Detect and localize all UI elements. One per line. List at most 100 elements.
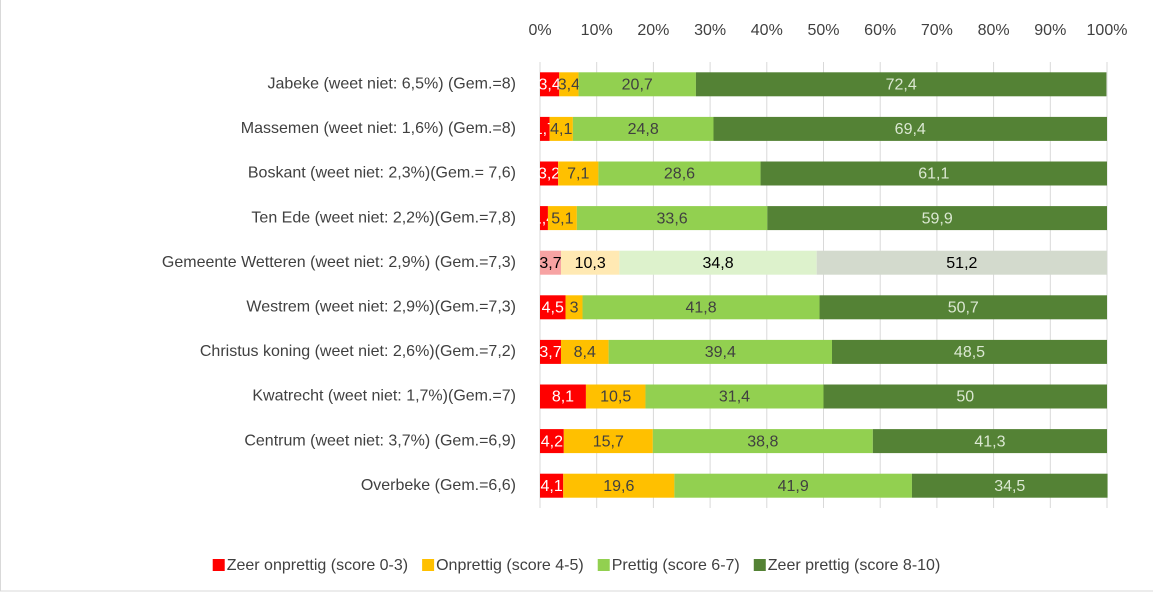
data-label: 33,6	[657, 210, 688, 227]
data-label: 5,1	[551, 210, 573, 227]
data-label: 4,1	[550, 121, 572, 138]
bar-segment	[540, 161, 559, 186]
bar-segment	[819, 295, 1107, 320]
bar-segment	[560, 250, 620, 275]
bar-segment	[540, 429, 564, 454]
x-tick-label: 80%	[978, 22, 1010, 39]
legend-swatch	[753, 559, 766, 571]
data-label: 61,1	[918, 166, 949, 183]
data-label: 10,3	[575, 255, 606, 272]
x-tick-label: 50%	[807, 22, 839, 39]
data-label: 38,8	[747, 433, 778, 450]
data-label: 3,4	[539, 77, 561, 94]
bar-segment	[585, 384, 646, 409]
bar-segment	[578, 72, 696, 97]
legend-label: Prettig (score 6-7)	[612, 557, 740, 574]
bar-segment	[598, 161, 761, 186]
data-label: 72,4	[886, 77, 917, 94]
bar-segment	[576, 206, 768, 231]
bar-segment	[645, 384, 824, 409]
bar-segment	[540, 384, 586, 409]
data-label: 4,1	[540, 478, 562, 495]
data-label: 3,2	[538, 166, 560, 183]
data-label: 41,8	[685, 300, 716, 317]
data-label: 7,1	[567, 166, 589, 183]
bar-segment	[549, 116, 573, 141]
data-label: 41,3	[974, 433, 1005, 450]
bar-segment	[695, 72, 1107, 97]
data-label: 28,6	[664, 166, 695, 183]
x-tick-label: 20%	[637, 22, 669, 39]
bar-segment	[674, 473, 912, 498]
legend-label: Zeer onprettig (score 0-3)	[227, 557, 408, 574]
bar-segment	[540, 116, 550, 141]
bar-segment	[713, 116, 1107, 141]
bar-segment	[832, 339, 1107, 364]
bar-segment	[760, 161, 1107, 186]
bar-segment	[816, 250, 1107, 275]
data-label: 10,5	[600, 389, 631, 406]
data-label: 48,5	[954, 344, 985, 361]
bar-segment	[563, 429, 653, 454]
data-label: 50,7	[948, 300, 979, 317]
category-label: Massemen (weet niet: 1,6%) (Gem.=8)	[241, 120, 516, 137]
x-tick-label: 100%	[1087, 22, 1128, 39]
legend-swatch	[597, 559, 610, 571]
bar-segment	[767, 206, 1107, 231]
data-label: 19,6	[603, 478, 634, 495]
data-label: 51,2	[946, 255, 977, 272]
data-label: 69,4	[895, 121, 926, 138]
data-label: 15,7	[593, 433, 624, 450]
bar-segment	[540, 473, 564, 498]
bar-segment	[872, 429, 1107, 454]
legend-label: Zeer prettig (score 8-10)	[768, 557, 941, 574]
data-label: 34,8	[702, 255, 733, 272]
data-label: 50	[956, 389, 974, 406]
data-label: 8,4	[574, 344, 596, 361]
x-tick-label: 40%	[751, 22, 783, 39]
bar-segment	[619, 250, 817, 275]
x-tick-label: 90%	[1034, 22, 1066, 39]
bar-segment	[608, 339, 833, 364]
category-label: Christus koning (weet niet: 2,6%)(Gem.=7…	[200, 343, 516, 360]
bar-segment	[560, 339, 609, 364]
bar-segment	[558, 161, 599, 186]
x-tick-label: 60%	[864, 22, 896, 39]
category-label: Centrum (weet niet: 3,7%) (Gem.=6,9)	[244, 432, 516, 449]
bar-segment	[823, 384, 1107, 409]
data-label: 41,9	[778, 478, 809, 495]
category-label: Kwatrecht (weet niet: 1,7%)(Gem.=7)	[252, 388, 516, 405]
bar-segment	[540, 295, 566, 320]
x-tick-label: 0%	[528, 22, 551, 39]
data-label: 3,7	[539, 344, 561, 361]
category-label: Westrem (weet niet: 2,9%)(Gem.=7,3)	[246, 299, 516, 316]
bar-segment	[547, 206, 577, 231]
bar-segment	[540, 339, 561, 364]
bar-segment	[582, 295, 820, 320]
data-label: 39,4	[705, 344, 736, 361]
data-label: 3,4	[558, 77, 580, 94]
bar-segment	[559, 72, 579, 97]
bar-segment	[540, 250, 561, 275]
data-label: 3	[570, 300, 579, 317]
data-label: 3,7	[539, 255, 561, 272]
data-label: 8,1	[552, 389, 574, 406]
bar-segment	[572, 116, 714, 141]
legend-swatch	[212, 559, 225, 571]
legend-swatch	[422, 559, 435, 571]
bar-segment	[565, 295, 583, 320]
data-label: 59,9	[922, 210, 953, 227]
legend-label: Onprettig (score 4-5)	[436, 557, 584, 574]
data-label: 34,5	[994, 478, 1025, 495]
data-label: 24,8	[628, 121, 659, 138]
category-label: Jabeke (weet niet: 6,5%) (Gem.=8)	[267, 76, 516, 93]
x-tick-label: 70%	[921, 22, 953, 39]
bar-segment	[652, 429, 873, 454]
data-label: 20,7	[622, 77, 653, 94]
data-label: 4,5	[542, 300, 564, 317]
category-label: Overbeke (Gem.=6,6)	[361, 477, 516, 494]
bar-segment	[540, 72, 560, 97]
x-tick-label: 30%	[694, 22, 726, 39]
